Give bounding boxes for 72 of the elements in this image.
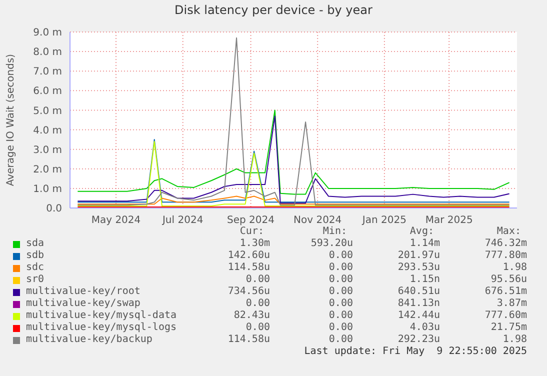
legend-label: sdc (26, 262, 44, 273)
legend-label: multivalue-key/mysql-data (26, 310, 177, 321)
legend-label: sdb (26, 250, 44, 261)
line-series (77, 110, 510, 195)
line-series (77, 196, 510, 205)
text: 0.00 (328, 262, 353, 273)
y-axis-title: Average IO Wait (seconds) (6, 54, 17, 186)
x-tick-label: May 2024 (91, 215, 141, 226)
x-tick-label: Sep 2024 (227, 215, 275, 226)
line-series (77, 37, 510, 206)
text: 4.03u (410, 322, 440, 333)
text: 0.00 (246, 274, 270, 285)
y-tick-label: 1.0 m (33, 184, 62, 195)
y-tick-label: 7.0 m (33, 66, 62, 78)
y-tick-label: 4.0 m (33, 125, 62, 136)
text: 1.30m (240, 238, 270, 249)
text: Avg: (410, 226, 434, 237)
text: 640.51u (398, 286, 440, 297)
text: 82.43u (234, 310, 270, 321)
y-tick-label: 6.0 m (33, 86, 62, 98)
legend-label: sr0 (26, 274, 44, 285)
text: 0.00 (328, 298, 353, 309)
text: 114.58u (228, 262, 270, 273)
text: 114.58u (228, 334, 270, 345)
text: 746.32m (484, 238, 527, 249)
text: 0.00 (328, 334, 353, 345)
text: 293.53u (398, 262, 440, 273)
legend-label: multivalue-key/root (26, 286, 140, 297)
y-tick-label: 9.0 m (33, 28, 62, 39)
text: 1.15n (410, 274, 440, 285)
text: 21.75m (490, 322, 527, 333)
text: Last update: Fri May 9 22:55:00 2025 (304, 346, 527, 357)
text: 201.97u (398, 250, 440, 261)
text: Cur: (240, 226, 264, 237)
text: 734.56u (228, 286, 270, 297)
text: 0.00 (328, 274, 353, 285)
y-tick-label: 2.0 m (33, 164, 62, 176)
text: 95.56u (490, 274, 527, 285)
text: 0.00 (328, 310, 353, 321)
text: 777.60m (484, 310, 527, 321)
text: 0.00 (246, 322, 270, 333)
text: Min: (322, 226, 347, 237)
x-tick-label: Jan 2025 (361, 215, 406, 226)
y-tick-label: 3.0 m (33, 144, 62, 156)
legend-label: multivalue-key/swap (26, 298, 140, 309)
y-tick-label: 0.0 (46, 204, 62, 215)
text: Max: (496, 226, 521, 237)
y-tick-label: 5.0 m (33, 106, 62, 117)
x-tick-label: Mar 2025 (425, 215, 473, 226)
legend-label: multivalue-key/backup (26, 334, 152, 345)
text: 593.20u (310, 238, 353, 249)
text: 777.80m (484, 250, 527, 261)
text: 0.00 (328, 322, 353, 333)
text: 676.51m (484, 286, 527, 297)
text: 1.98 (502, 334, 527, 345)
text: 1.98 (502, 262, 527, 273)
legend-label: multivalue-key/mysql-logs (26, 322, 177, 333)
text: 841.13n (398, 298, 440, 309)
text: 0.00 (246, 298, 270, 309)
text: 292.23u (398, 334, 440, 345)
text: 3.87m (496, 298, 527, 309)
line-series (77, 116, 510, 204)
x-tick-label: Jul 2024 (161, 215, 204, 226)
text: 142.44u (398, 310, 440, 321)
chart-title: Disk latency per device - by year (174, 3, 374, 17)
text: 0.00 (328, 286, 353, 297)
x-tick-label: Nov 2024 (294, 215, 342, 226)
text: 1.14m (410, 238, 440, 249)
text: 142.60u (228, 250, 270, 261)
legend-label: sda (26, 238, 44, 249)
text: 0.00 (328, 250, 353, 261)
y-tick-label: 8.0 m (33, 47, 62, 58)
